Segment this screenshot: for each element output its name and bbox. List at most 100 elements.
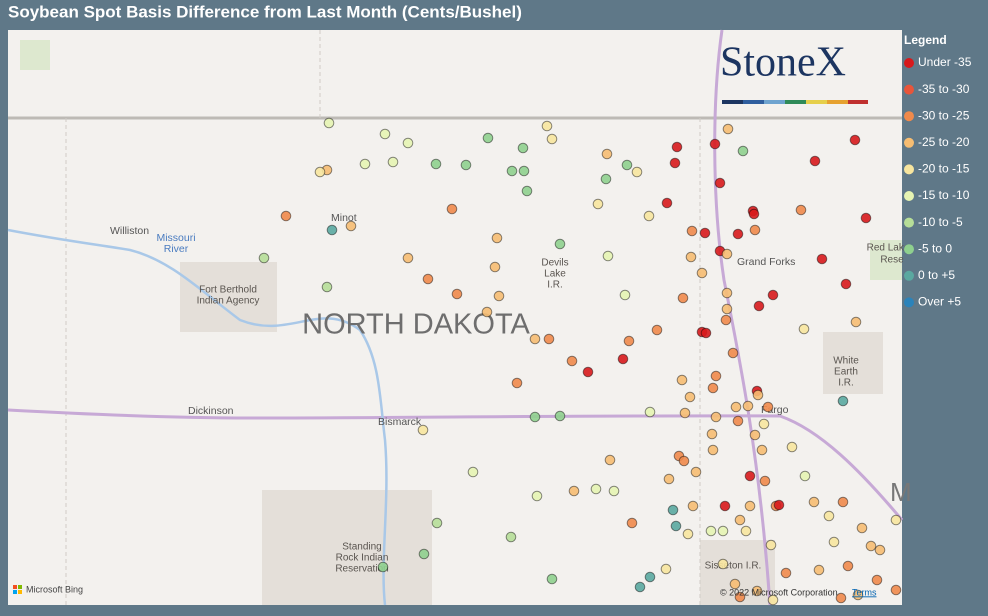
location-dot[interactable] <box>749 429 761 441</box>
location-dot[interactable] <box>730 401 742 413</box>
location-dot[interactable] <box>840 278 852 290</box>
location-dot[interactable] <box>740 525 752 537</box>
location-dot[interactable] <box>621 159 633 171</box>
legend-label[interactable]: -20 to -15 <box>918 162 970 176</box>
location-dot[interactable] <box>546 573 558 585</box>
location-dot[interactable] <box>643 210 655 222</box>
location-dot[interactable] <box>644 406 656 418</box>
location-dot[interactable] <box>756 444 768 456</box>
legend-label[interactable]: Under -35 <box>918 55 972 69</box>
location-dot[interactable] <box>856 522 868 534</box>
location-dot[interactable] <box>402 252 414 264</box>
location-dot[interactable] <box>431 517 443 529</box>
legend-label[interactable]: -15 to -10 <box>918 188 970 202</box>
location-dot[interactable] <box>710 370 722 382</box>
location-dot[interactable] <box>418 548 430 560</box>
location-dot[interactable] <box>717 525 729 537</box>
location-dot[interactable] <box>529 411 541 423</box>
location-dot[interactable] <box>734 591 746 603</box>
location-dot[interactable] <box>604 454 616 466</box>
location-dot[interactable] <box>865 540 877 552</box>
location-dot[interactable] <box>744 470 756 482</box>
location-dot[interactable] <box>568 485 580 497</box>
location-dot[interactable] <box>758 418 770 430</box>
location-dot[interactable] <box>823 510 835 522</box>
legend-label[interactable]: -30 to -25 <box>918 108 970 122</box>
location-dot[interactable] <box>732 415 744 427</box>
location-dot[interactable] <box>631 166 643 178</box>
location-dot[interactable] <box>669 157 681 169</box>
location-dot[interactable] <box>634 581 646 593</box>
location-dot[interactable] <box>326 224 338 236</box>
location-dot[interactable] <box>744 500 756 512</box>
legend-swatch[interactable] <box>904 270 914 281</box>
location-dot[interactable] <box>852 589 864 601</box>
legend-label[interactable]: Over +5 <box>918 295 961 309</box>
location-dot[interactable] <box>696 267 708 279</box>
location-dot[interactable] <box>670 520 682 532</box>
location-dot[interactable] <box>546 133 558 145</box>
location-dot[interactable] <box>529 333 541 345</box>
location-dot[interactable] <box>707 444 719 456</box>
location-dot[interactable] <box>387 156 399 168</box>
location-dot[interactable] <box>430 158 442 170</box>
location-dot[interactable] <box>619 289 631 301</box>
location-dot[interactable] <box>402 137 414 149</box>
location-dot[interactable] <box>732 228 744 240</box>
location-dot[interactable] <box>417 424 429 436</box>
location-dot[interactable] <box>751 585 763 597</box>
location-dot[interactable] <box>506 165 518 177</box>
location-dot[interactable] <box>677 292 689 304</box>
location-dot[interactable] <box>706 428 718 440</box>
location-dot[interactable] <box>685 251 697 263</box>
location-dot[interactable] <box>554 238 566 250</box>
location-dot[interactable] <box>798 323 810 335</box>
location-dot[interactable] <box>850 316 862 328</box>
location-dot[interactable] <box>795 204 807 216</box>
location-dot[interactable] <box>467 466 479 478</box>
location-dot[interactable] <box>890 584 902 596</box>
location-dot[interactable] <box>752 389 764 401</box>
location-dot[interactable] <box>773 499 785 511</box>
location-dot[interactable] <box>710 411 722 423</box>
location-dot[interactable] <box>505 531 517 543</box>
location-dot[interactable] <box>481 306 493 318</box>
location-dot[interactable] <box>816 253 828 265</box>
location-dot[interactable] <box>720 314 732 326</box>
legend-label[interactable]: -35 to -30 <box>918 82 970 96</box>
legend-swatch[interactable] <box>904 217 914 228</box>
location-dot[interactable] <box>780 567 792 579</box>
legend-label[interactable]: -10 to -5 <box>918 215 963 229</box>
legend-label[interactable]: -5 to 0 <box>918 241 952 255</box>
location-dot[interactable] <box>521 185 533 197</box>
legend-swatch[interactable] <box>904 164 914 175</box>
location-dot[interactable] <box>717 558 729 570</box>
location-dot[interactable] <box>714 177 726 189</box>
legend-swatch[interactable] <box>904 84 914 95</box>
location-dot[interactable] <box>644 571 656 583</box>
location-dot[interactable] <box>860 212 872 224</box>
legend-swatch[interactable] <box>904 297 914 308</box>
location-dot[interactable] <box>828 536 840 548</box>
location-dot[interactable] <box>482 132 494 144</box>
location-dot[interactable] <box>721 287 733 299</box>
location-dot[interactable] <box>660 563 672 575</box>
location-dot[interactable] <box>700 327 712 339</box>
location-dot[interactable] <box>690 466 702 478</box>
location-dot[interactable] <box>679 407 691 419</box>
location-dot[interactable] <box>890 514 902 526</box>
location-dot[interactable] <box>345 220 357 232</box>
legend-swatch[interactable] <box>904 137 914 148</box>
location-dot[interactable] <box>601 148 613 160</box>
location-dot[interactable] <box>709 138 721 150</box>
location-dot[interactable] <box>592 198 604 210</box>
legend-swatch[interactable] <box>904 244 914 255</box>
location-dot[interactable] <box>678 455 690 467</box>
location-dot[interactable] <box>682 528 694 540</box>
legend-label[interactable]: 0 to +5 <box>918 268 955 282</box>
location-dot[interactable] <box>737 145 749 157</box>
location-dot[interactable] <box>684 391 696 403</box>
location-dot[interactable] <box>554 410 566 422</box>
legend-swatch[interactable] <box>904 111 914 122</box>
location-dot[interactable] <box>460 159 472 171</box>
